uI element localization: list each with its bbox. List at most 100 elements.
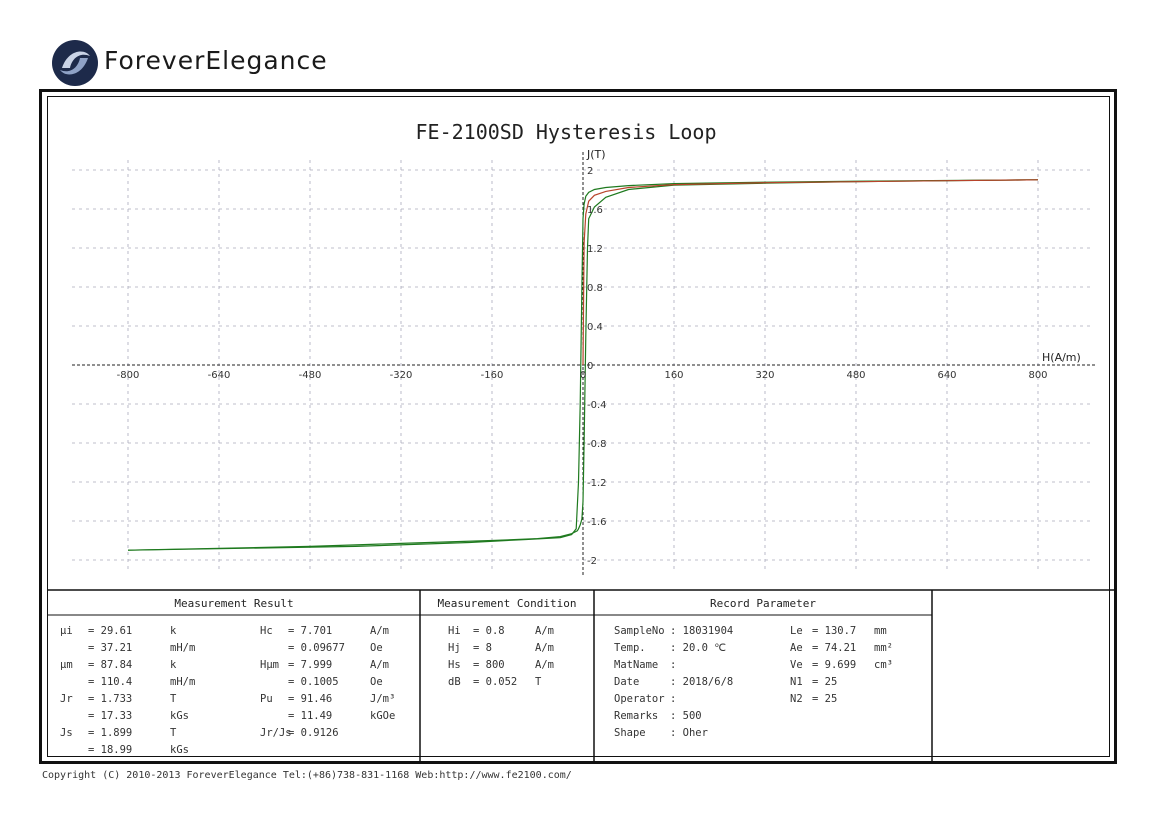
result-param-name: Js (60, 727, 73, 739)
condition-param-unit: T (535, 676, 542, 688)
record-param-value: : Oher (670, 727, 708, 739)
result-param-value: = 18.99 (88, 744, 133, 756)
result-param-name: Jr (60, 693, 73, 705)
result-param-value: = 0.9126 (288, 727, 339, 739)
y-tick-label: 2 (587, 166, 593, 177)
x-tick-label: -800 (117, 370, 140, 381)
hysteresis-chart: FE-2100SD Hysteresis Loop -800 -640 -480 -32… (48, 120, 1116, 763)
result-param-unit: mH/m (170, 642, 196, 654)
record-param-value: : 2018/6/8 (670, 676, 734, 688)
y-tick-label: -1.2 (587, 478, 607, 489)
measurement-condition-header: Measurement Condition (437, 597, 577, 610)
record-param-unit: cm³ (874, 659, 893, 671)
x-tick-label: 160 (664, 370, 683, 381)
result-param-value: = 37.21 (88, 642, 133, 654)
result-param-unit: k (170, 659, 177, 671)
series-line-1 (127, 179, 1039, 551)
record-param-value: = 9.699 (812, 659, 857, 671)
record-param-value: = 74.21 (812, 642, 857, 654)
result-param-unit: Oe (370, 676, 383, 688)
result-param-value: = 1.899 (88, 727, 133, 739)
measurement-result-header: Measurement Result (174, 597, 294, 610)
result-param-value: = 17.33 (88, 710, 133, 722)
record-param-name: Ve (790, 659, 803, 671)
condition-param-unit: A/m (535, 642, 554, 654)
record-param-name: Ae (790, 642, 803, 654)
y-tick-label: -0.4 (587, 400, 607, 411)
result-param-unit: A/m (370, 659, 389, 671)
x-tick-label: -160 (481, 370, 504, 381)
report-frame: FE-2100SD Hysteresis Loop -800 -640 -480 -32… (39, 89, 1117, 764)
report-inner-frame: FE-2100SD Hysteresis Loop -800 -640 -480 -32… (47, 96, 1116, 763)
brand-name: ForeverElegance (104, 46, 328, 75)
record-param-name: Date (614, 676, 640, 688)
result-param-unit: T (170, 693, 177, 705)
copyright-footer: Copyright (C) 2010-2013 ForeverElegance … (42, 770, 572, 781)
x-tick-label: -320 (390, 370, 413, 381)
result-param-unit: T (170, 727, 177, 739)
result-param-name: μm (60, 659, 73, 671)
y-tick-label: -0.8 (587, 439, 607, 450)
axis-layer (72, 152, 1096, 577)
record-param-name: SampleNo (614, 625, 665, 637)
record-param-unit: mm (874, 625, 887, 637)
y-tick-label: 0 (587, 361, 593, 372)
result-param-unit: Oe (370, 642, 383, 654)
result-param-value: = 29.61 (88, 625, 133, 637)
y-tick-label: 0.4 (587, 322, 603, 333)
condition-param-unit: A/m (535, 659, 554, 671)
result-param-name: Pu (260, 693, 273, 705)
record-parameter-header: Record Parameter (710, 597, 816, 610)
condition-param-unit: A/m (535, 625, 554, 637)
condition-param-name: Hi (448, 625, 461, 637)
result-param-name: Hc (260, 625, 273, 637)
x-tick-label: -480 (299, 370, 322, 381)
x-tick-label: 640 (937, 370, 956, 381)
record-param-name: Operator (614, 693, 665, 705)
result-param-unit: kGOe (370, 710, 396, 722)
record-param-name: N2 (790, 693, 803, 705)
y-tick-label: -2 (587, 556, 597, 567)
result-param-value: = 0.1005 (288, 676, 339, 688)
record-param-name: Remarks (614, 710, 659, 722)
record-param-name: N1 (790, 676, 803, 688)
chart-title: FE-2100SD Hysteresis Loop (415, 120, 716, 144)
record-param-value: : 500 (670, 710, 702, 722)
result-param-name: Jr/Js (260, 727, 292, 739)
record-param-value: = 25 (812, 676, 838, 688)
x-tick-label: 800 (1028, 370, 1047, 381)
grid-layer (72, 160, 1092, 573)
condition-param-value: = 0.052 (473, 676, 518, 688)
result-param-value: = 7.701 (288, 625, 333, 637)
condition-param-value: = 0.8 (473, 625, 505, 637)
condition-param-name: Hs (448, 659, 461, 671)
condition-param-value: = 8 (473, 642, 492, 654)
label-layer: FE-2100SD Hysteresis Loop -800 -640 -480 -32… (117, 120, 1081, 567)
y-axis-label: J(T) (586, 148, 606, 161)
record-param-value: : (670, 693, 677, 705)
x-tick-label: -640 (208, 370, 231, 381)
result-param-unit: kGs (170, 710, 189, 722)
condition-param-value: = 800 (473, 659, 505, 671)
record-param-value: = 25 (812, 693, 838, 705)
record-param-value: : (670, 659, 677, 671)
result-param-unit: k (170, 625, 177, 637)
result-param-unit: A/m (370, 625, 389, 637)
x-tick-label: 480 (846, 370, 865, 381)
x-tick-label: 320 (755, 370, 774, 381)
result-param-value: = 110.4 (88, 676, 133, 688)
y-tick-label: 1.2 (587, 244, 603, 255)
result-param-unit: kGs (170, 744, 189, 756)
result-param-unit: mH/m (170, 676, 196, 688)
result-param-name: μi (60, 625, 73, 637)
condition-param-name: Hj (448, 642, 461, 654)
y-tick-label: 1.6 (587, 205, 603, 216)
result-param-value: = 91.46 (288, 693, 333, 705)
result-param-value: = 87.84 (88, 659, 133, 671)
x-axis-label: H(A/m) (1042, 351, 1081, 364)
record-param-name: Le (790, 625, 803, 637)
condition-param-name: dB (448, 676, 461, 688)
result-param-value: = 7.999 (288, 659, 333, 671)
result-param-value: = 1.733 (88, 693, 133, 705)
result-param-name: Hμm (260, 659, 279, 671)
